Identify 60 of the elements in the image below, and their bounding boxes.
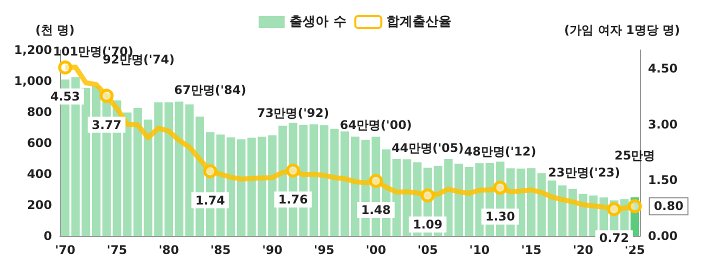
point bbox=[203, 164, 218, 178]
annotation: 64만명('00) bbox=[340, 118, 412, 132]
annotation: 73만명('92) bbox=[257, 106, 330, 120]
x-tick-label: '90 bbox=[262, 243, 283, 257]
x-tick-label: '10 bbox=[469, 243, 490, 257]
x-tick-label: '15 bbox=[521, 243, 542, 257]
data-label: 0.72 bbox=[599, 231, 629, 246]
y-axis-title: (천 명) bbox=[35, 23, 75, 37]
data-label: 1.48 bbox=[361, 202, 391, 217]
data-label: 3.77 bbox=[92, 118, 122, 132]
bar bbox=[454, 164, 463, 236]
point bbox=[58, 60, 72, 74]
y-tick-label: 400 bbox=[26, 167, 52, 181]
y-tick-label: 1,200 bbox=[14, 43, 52, 57]
bar bbox=[310, 124, 318, 236]
x-tick-label: '00 bbox=[366, 243, 386, 257]
x-tick-label: '85 bbox=[210, 243, 231, 257]
bar bbox=[340, 131, 350, 236]
point bbox=[286, 164, 300, 178]
legend-label: 출생아 수 bbox=[290, 14, 346, 30]
point bbox=[368, 174, 383, 188]
x-tick-label: '05 bbox=[417, 243, 438, 257]
x-tick-label: '20 bbox=[572, 243, 594, 257]
point bbox=[493, 180, 508, 195]
annotation: 25만명 bbox=[614, 148, 656, 162]
x-tick-label: '75 bbox=[106, 243, 128, 257]
data-label: 1.09 bbox=[412, 217, 442, 232]
data-label: 1.30 bbox=[485, 210, 515, 224]
bar bbox=[123, 112, 132, 236]
y2-tick-label: 4.50 bbox=[648, 62, 678, 76]
data-label: 4.53 bbox=[50, 89, 80, 104]
legend-label: 합계출산율 bbox=[386, 14, 452, 30]
point bbox=[607, 202, 622, 216]
annotation: 44만명('05) bbox=[392, 140, 464, 155]
y-tick-label: 200 bbox=[26, 198, 52, 212]
y2-tick-label: 1.50 bbox=[648, 173, 678, 188]
x-tick-label: '70 bbox=[54, 243, 76, 257]
bar bbox=[164, 102, 173, 236]
y-tick-label: 1,000 bbox=[14, 74, 52, 88]
y-tick-label: 800 bbox=[26, 105, 52, 119]
y-tick-label: 0 bbox=[44, 229, 52, 243]
bar bbox=[133, 108, 142, 236]
y2-axis-title: (가임 여자 1명당 명) bbox=[564, 23, 680, 37]
data-label: 1.76 bbox=[278, 192, 308, 207]
annotation: 23만명('23) bbox=[548, 165, 620, 180]
x-tick-label: '25 bbox=[624, 243, 646, 257]
x-tick-label: '95 bbox=[314, 243, 334, 257]
y2-tick-label: 0.00 bbox=[648, 229, 678, 243]
bar bbox=[527, 168, 536, 236]
y2-tick-label: 3.00 bbox=[648, 117, 678, 132]
point bbox=[100, 88, 114, 103]
point bbox=[420, 188, 435, 202]
point bbox=[628, 199, 642, 214]
annotation: 48만명('12) bbox=[464, 144, 536, 159]
data-label: 0.80 bbox=[654, 199, 684, 214]
x-tick-label: '80 bbox=[158, 243, 179, 257]
data-label: 1.74 bbox=[195, 193, 225, 208]
y-tick-label: 600 bbox=[26, 136, 52, 150]
bar bbox=[237, 139, 246, 236]
annotation: 67만명('84) bbox=[174, 83, 246, 98]
